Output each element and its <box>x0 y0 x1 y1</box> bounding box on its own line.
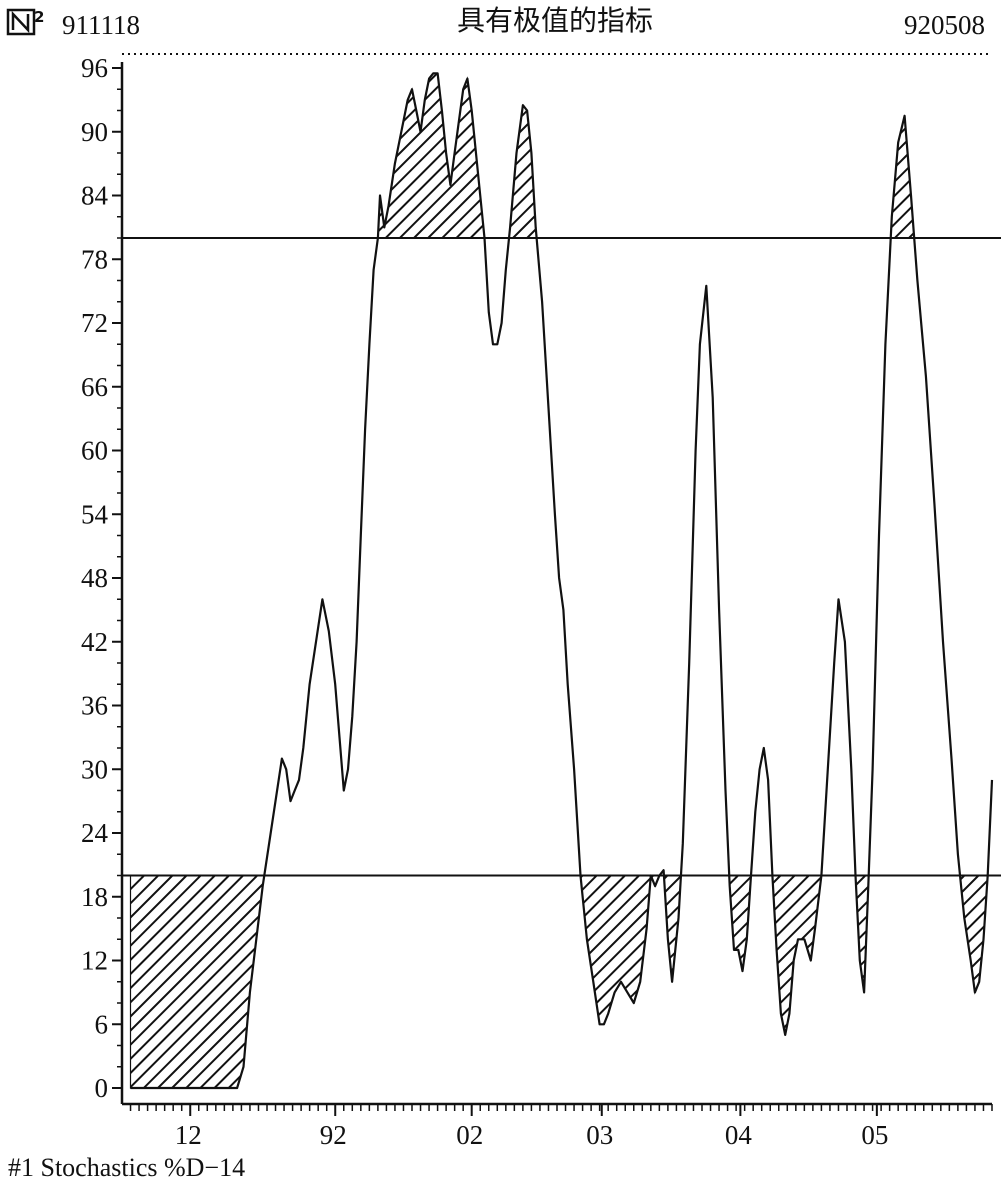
y-tick-label-90: 90 <box>81 117 108 147</box>
chart-title: 具有极值的指标 <box>457 4 653 37</box>
y-tick-label-30: 30 <box>81 754 108 784</box>
x-tick-label-05: 05 <box>861 1120 888 1150</box>
x-axis-ticks: 12 92 02 03 04 05 <box>129 1104 993 1150</box>
start-date: 911118 <box>62 10 140 40</box>
end-date: 920508 <box>904 10 985 40</box>
y-tick-label-78: 78 <box>81 244 108 274</box>
x-tick-label-92: 92 <box>320 1120 347 1150</box>
y-tick-label-42: 42 <box>81 627 108 657</box>
stochastics-d-line <box>130 72 994 1090</box>
y-tick-label-36: 36 <box>81 691 108 721</box>
x-tick-label-12: 12 <box>175 1120 202 1150</box>
y-axis-ticks: 0 6 12 18 24 30 36 42 48 54 60 66 72 78 84 90 96 <box>81 53 122 1103</box>
y-tick-label-24: 24 <box>81 818 109 848</box>
y-tick-label-72: 72 <box>81 308 108 338</box>
y-tick-label-12: 12 <box>81 946 108 976</box>
y-tick-label-60: 60 <box>81 436 108 466</box>
svg-text:2: 2 <box>34 8 44 26</box>
y-tick-label-54: 54 <box>81 499 109 529</box>
reference-lines <box>122 237 1001 877</box>
x-tick-label-04: 04 <box>725 1120 753 1150</box>
extreme-zone-fills <box>129 72 989 1089</box>
x-tick-label-03: 03 <box>586 1120 613 1150</box>
y-tick-label-66: 66 <box>81 372 108 402</box>
overbought-region-0 <box>377 72 486 239</box>
y-tick-label-96: 96 <box>81 53 108 83</box>
y-tick-label-6: 6 <box>95 1009 109 1039</box>
y-tick-label-84: 84 <box>81 181 109 211</box>
indicator-caption: #1 Stochastics %D−14 <box>8 1153 245 1181</box>
y-tick-label-48: 48 <box>81 563 108 593</box>
logo-icon: N² 2 <box>6 8 44 36</box>
oversold-region-4 <box>579 874 652 1025</box>
series-layer <box>130 72 994 1090</box>
y-tick-label-0: 0 <box>95 1073 109 1103</box>
y-tick-label-18: 18 <box>81 882 108 912</box>
x-tick-label-02: 02 <box>456 1120 483 1150</box>
